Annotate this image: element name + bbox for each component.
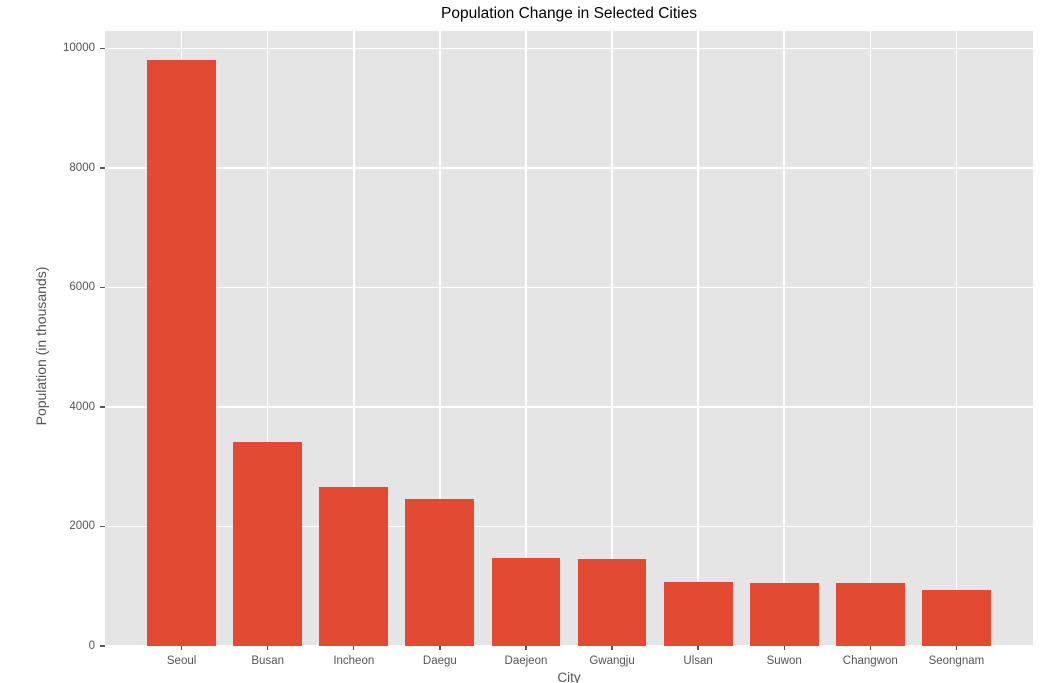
x-gridline (783, 31, 785, 646)
y-gridline (105, 406, 1033, 408)
x-gridline (353, 31, 355, 646)
x-tick-mark (611, 646, 613, 650)
x-axis-label: City (557, 670, 581, 683)
x-tick-mark (267, 646, 269, 650)
bar-ulsan (663, 582, 733, 646)
x-tick-label: Daejeon (504, 655, 548, 667)
chart-title: Population Change in Selected Cities (441, 5, 697, 22)
x-tick-label: Suwon (766, 655, 802, 667)
plot-area (105, 31, 1033, 646)
x-tick-mark (955, 646, 958, 650)
y-tick-label: 2000 (69, 520, 95, 533)
x-tick-mark (783, 646, 785, 650)
x-tick-mark (697, 646, 699, 650)
bar-seongnam (921, 589, 991, 646)
y-tick-label: 0 (88, 640, 95, 652)
x-tick-label: Changwon (842, 655, 898, 667)
y-gridline (105, 645, 1033, 646)
x-gridline (611, 31, 613, 646)
bar-changwon (835, 583, 905, 646)
bar-gwangju (577, 559, 647, 646)
x-gridline (955, 31, 958, 646)
x-tick-label: Seongnam (928, 655, 985, 667)
x-gridline (266, 31, 269, 646)
y-tick-mark (100, 167, 105, 169)
x-tick-label: Busan (251, 655, 284, 667)
x-tick-mark (869, 646, 871, 650)
y-tick-mark (100, 286, 105, 289)
x-gridline (439, 31, 441, 646)
x-tick-label: Incheon (333, 655, 375, 667)
bar-seoul (147, 60, 217, 646)
x-gridline (697, 31, 699, 646)
y-gridline (105, 525, 1033, 528)
y-tick-mark (100, 47, 105, 49)
y-gridline (105, 286, 1033, 289)
x-tick-mark (353, 646, 355, 650)
y-tick-mark (100, 406, 105, 408)
y-tick-label: 10000 (63, 42, 95, 55)
bar-daegu (405, 499, 475, 646)
x-gridline (869, 31, 872, 646)
y-tick-mark (100, 645, 105, 647)
y-tick-label: 8000 (69, 161, 95, 174)
y-tick-mark (100, 525, 105, 528)
x-tick-mark (439, 646, 441, 650)
y-tick-label: 4000 (69, 400, 95, 413)
x-tick-mark (525, 646, 527, 650)
bar-daejeon (491, 557, 561, 646)
x-tick-label: Ulsan (683, 655, 713, 667)
x-tick-label: Seoul (166, 655, 197, 667)
bar-suwon (749, 583, 819, 646)
x-tick-label: Daegu (422, 655, 457, 667)
y-tick-label: 6000 (69, 281, 95, 294)
y-gridline (105, 167, 1033, 169)
y-gridline (105, 47, 1033, 50)
x-tick-mark (180, 646, 183, 650)
x-tick-label: Gwangju (589, 655, 635, 667)
x-gridline (525, 31, 527, 646)
bar-incheon (319, 487, 389, 646)
bar-busan (233, 441, 303, 646)
